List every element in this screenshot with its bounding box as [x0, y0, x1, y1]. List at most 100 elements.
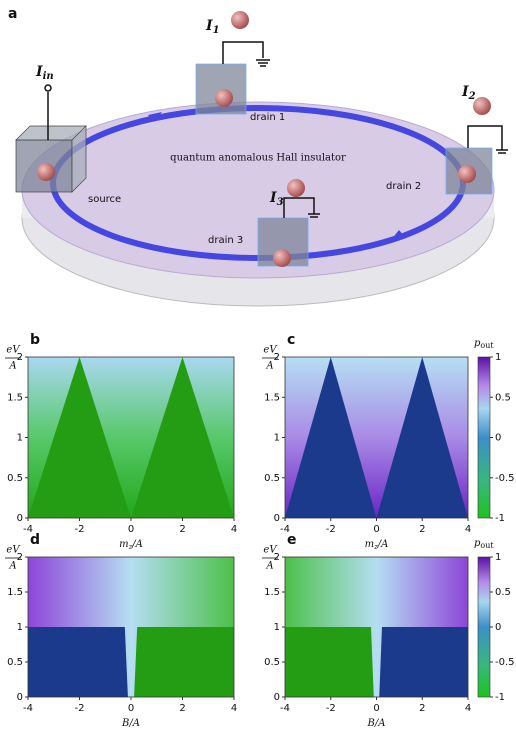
- y-tick-label: 2: [17, 552, 23, 563]
- x-tick-label: 4: [465, 703, 471, 714]
- x-label-main: m: [119, 539, 128, 550]
- x-tick-label: 2: [179, 703, 185, 714]
- wire: [44, 41, 508, 218]
- heatmap: [134, 627, 234, 697]
- x-axis-label: mz/A: [119, 539, 143, 552]
- current-subscript: 1: [213, 25, 220, 36]
- panel-label: d: [30, 532, 40, 548]
- y-tick-label: 1.5: [264, 392, 280, 403]
- colorbar: [477, 356, 491, 519]
- colorbar-tick-label: 0: [495, 622, 501, 633]
- x-label-subscript: z: [373, 543, 378, 551]
- colorbar-label: pout: [474, 538, 494, 551]
- x-tick-label: -2: [326, 524, 336, 535]
- y-label-denominator: A: [8, 561, 16, 572]
- heatmap: [379, 627, 468, 697]
- colorbar-label-subscript: out: [480, 341, 494, 350]
- panel-label: b: [30, 332, 40, 348]
- x-tick-label: 2: [179, 524, 185, 535]
- x-label-main: B/A: [367, 718, 386, 729]
- colorbar-label-subscript: out: [480, 541, 494, 550]
- source-label: source: [88, 194, 121, 205]
- x-tick-label: 2: [419, 524, 425, 535]
- x-tick-label: -4: [23, 524, 33, 535]
- current-label: I3: [269, 190, 284, 208]
- x-tick-label: 0: [128, 524, 134, 535]
- colorbar-tick-label: -0.5: [495, 657, 515, 668]
- x-axis-label: B/A: [367, 718, 386, 729]
- x-tick-label: 0: [128, 703, 134, 714]
- colorbar: [477, 556, 491, 698]
- current-symbol: I: [461, 84, 469, 100]
- y-tick-label: 0: [274, 692, 280, 703]
- current-label: I1: [205, 18, 220, 36]
- y-tick-label: 1: [274, 433, 280, 444]
- x-tick-label: -2: [75, 524, 85, 535]
- colorbar-label-main: p: [474, 338, 481, 349]
- contact: [15, 63, 493, 267]
- y-tick-label: 1.5: [264, 587, 280, 598]
- colorbar-tick-label: 1: [495, 552, 501, 563]
- y-tick-label: 1: [17, 433, 23, 444]
- heatmap: [28, 627, 128, 697]
- y-label-numerator: eV: [263, 545, 278, 556]
- y-tick-label: 0.5: [264, 657, 280, 668]
- x-tick-label: -2: [326, 703, 336, 714]
- x-tick-label: -2: [75, 703, 85, 714]
- y-tick-label: 0: [17, 692, 23, 703]
- current-symbol: I: [205, 18, 213, 34]
- panel-label: c: [287, 332, 295, 348]
- y-tick-label: 0.5: [7, 473, 23, 484]
- y-label-denominator: A: [8, 361, 16, 372]
- current-symbol: I: [35, 64, 43, 80]
- y-tick-label: 0.5: [7, 657, 23, 668]
- y-label-numerator: eV: [263, 345, 278, 356]
- y-tick-label: 0.5: [264, 473, 280, 484]
- y-tick-label: 0: [274, 513, 280, 524]
- material-label: quantum anomalous Hall insulator: [170, 153, 346, 164]
- y-label-numerator: eV: [6, 345, 21, 356]
- x-tick-label: 2: [419, 703, 425, 714]
- x-label-rest: /A: [131, 539, 143, 550]
- x-tick-label: 0: [373, 524, 379, 535]
- colorbar-tick-label: -0.5: [495, 473, 515, 484]
- y-label-denominator: A: [265, 361, 273, 372]
- panel-label: a: [8, 6, 17, 22]
- current-symbol: I: [269, 190, 277, 206]
- drain-label: drain 1: [250, 112, 285, 123]
- colorbar-tick-label: 1: [495, 352, 501, 363]
- x-tick-label: 4: [231, 703, 237, 714]
- x-tick-label: -4: [23, 703, 33, 714]
- y-tick-label: 2: [274, 352, 280, 363]
- y-tick-label: 1: [274, 622, 280, 633]
- colorbar-label: pout: [474, 338, 494, 351]
- y-tick-label: 1: [17, 622, 23, 633]
- y-tick-label: 0: [17, 513, 23, 524]
- x-axis-label: mz/A: [365, 539, 389, 552]
- x-label-subscript: z: [128, 543, 133, 551]
- electron: [37, 11, 491, 267]
- x-tick-label: 4: [231, 524, 237, 535]
- current-label: Iin: [35, 64, 54, 82]
- y-tick-label: 2: [17, 352, 23, 363]
- x-label-main: B/A: [121, 718, 140, 729]
- drain-label: drain 2: [386, 181, 421, 192]
- current-subscript: 3: [277, 197, 284, 208]
- y-tick-label: 1.5: [7, 392, 23, 403]
- colorbar-tick-label: -1: [495, 513, 505, 524]
- y-label-numerator: eV: [6, 545, 21, 556]
- x-label-rest: /A: [377, 539, 389, 550]
- y-label-denominator: A: [265, 561, 273, 572]
- current-subscript: in: [43, 71, 54, 82]
- colorbar-label-main: p: [474, 538, 481, 549]
- x-tick-label: -4: [280, 524, 290, 535]
- y-tick-label: 2: [274, 552, 280, 563]
- schematic: a Iin I1 I2 I3 drain 1 drain 2 drain 3 s…: [8, 6, 508, 307]
- colorbar-tick-label: 0.5: [495, 392, 511, 403]
- x-tick-label: 4: [465, 524, 471, 535]
- colorbar-tick-label: 0: [495, 433, 501, 444]
- colorbar-tick-label: 0.5: [495, 587, 511, 598]
- drain-label: drain 3: [208, 235, 243, 246]
- y-tick-label: 1.5: [7, 587, 23, 598]
